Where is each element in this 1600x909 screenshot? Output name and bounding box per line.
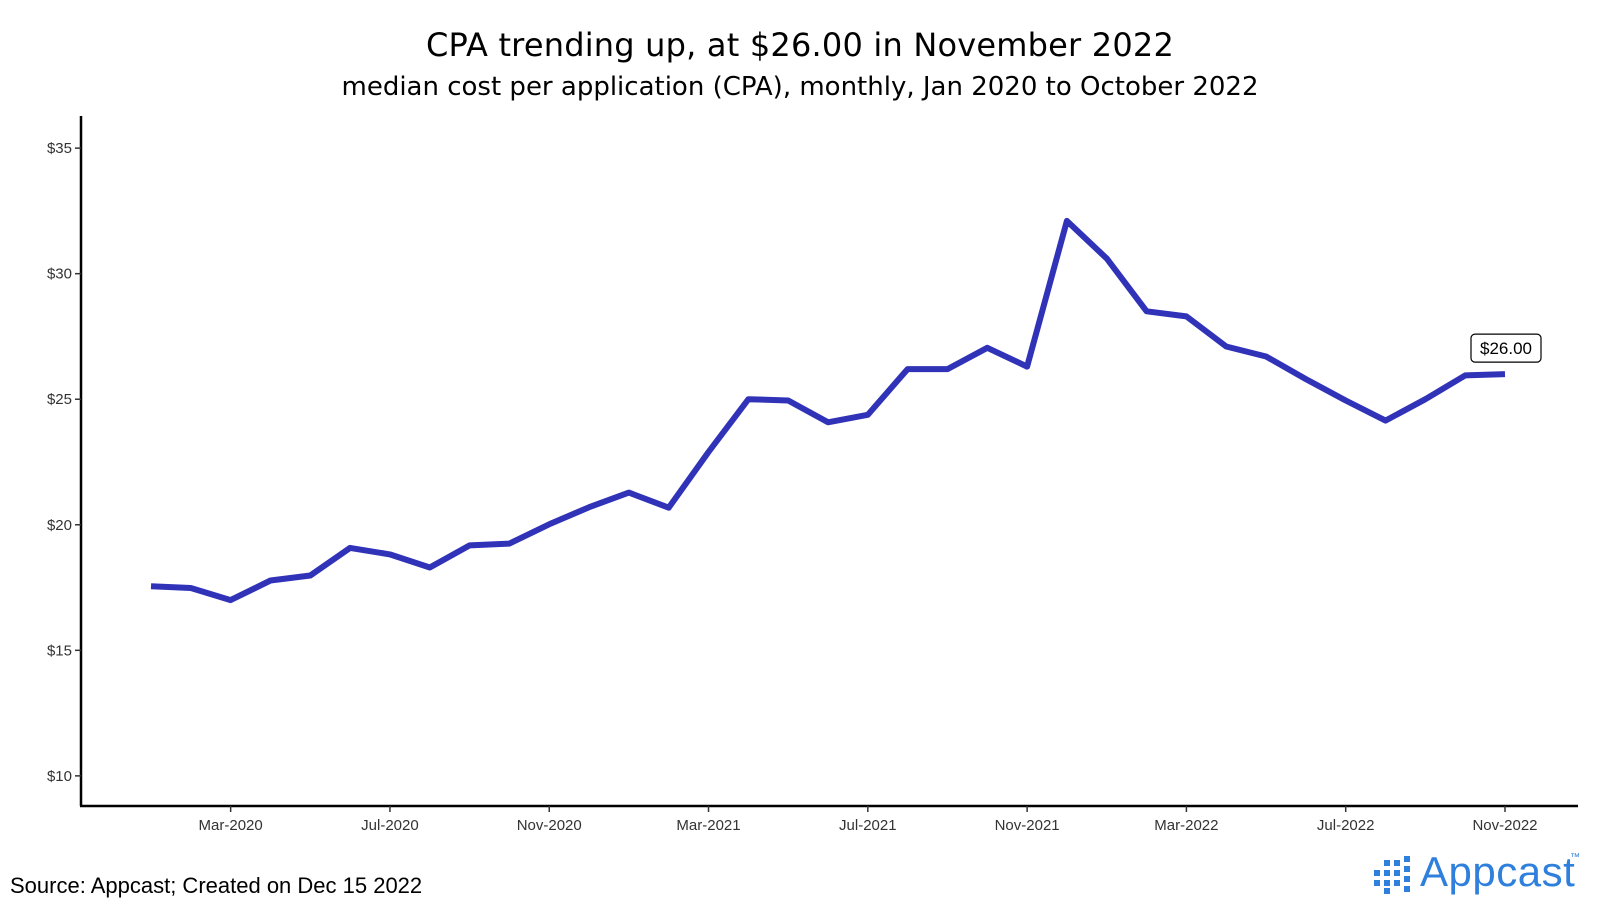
- annotation-box: [1470, 333, 1542, 363]
- value-annotation: $26.00: [1470, 333, 1542, 363]
- appcast-logo: Appcast ™: [1374, 848, 1594, 900]
- series-line: [150, 217, 1506, 604]
- appcast-logo-icon: [1374, 856, 1410, 894]
- x-tick-label: Jul-2020: [361, 817, 419, 834]
- x-tick-label: Mar-2022: [1154, 817, 1218, 834]
- line-chart: $10 $15 $20 $25 $30 $35 Mar-2020 Jul-2020 Nov-20…: [47, 116, 1578, 834]
- y-tick-label: $20: [47, 517, 72, 534]
- x-tick-label: Mar-2020: [199, 817, 263, 834]
- y-tick-label: $35: [47, 140, 72, 157]
- x-tick-label: Nov-2020: [517, 817, 582, 834]
- annotation-label: $26.00: [1480, 339, 1532, 358]
- x-tick-label: Nov-2021: [995, 817, 1060, 834]
- y-tick-label: $25: [47, 391, 72, 408]
- chart-title: CPA trending up, at $26.00 in November 2…: [425, 26, 1175, 64]
- trademark-mark: ™: [1570, 852, 1580, 863]
- y-tick-label: $15: [47, 642, 72, 659]
- y-tick-label: $10: [47, 768, 72, 785]
- x-tick-label: Jul-2022: [1317, 817, 1375, 834]
- x-tick-label: Mar-2021: [676, 817, 740, 834]
- y-tick-label: $30: [47, 266, 72, 283]
- appcast-logo-text: Appcast: [1420, 848, 1576, 895]
- chart-subtitle: median cost per application (CPA), month…: [341, 72, 1259, 102]
- x-tick-label: Jul-2021: [839, 817, 897, 834]
- x-tick-label: Nov-2022: [1472, 817, 1537, 834]
- source-caption: Source: Appcast; Created on Dec 15 2022: [10, 873, 423, 898]
